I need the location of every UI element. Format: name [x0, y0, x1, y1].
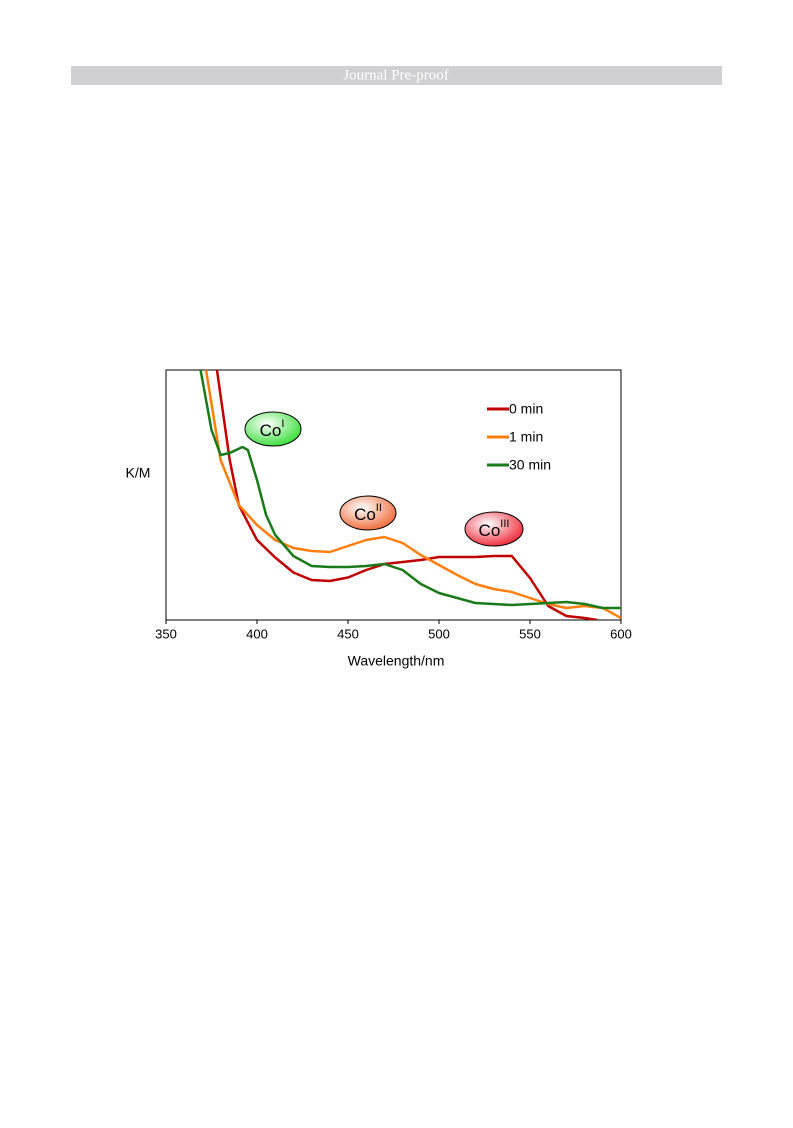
x-tick-label: 450	[337, 626, 359, 641]
annotation-sup: II	[376, 502, 382, 514]
annotation-sup: III	[500, 518, 509, 530]
x-tick-label: 400	[246, 626, 268, 641]
annotation-label: Co	[260, 421, 282, 440]
x-tick-label: 500	[428, 626, 450, 641]
series-line	[215, 370, 598, 620]
annotation: CoII	[339, 495, 397, 531]
annotation-sup: I	[281, 418, 284, 430]
x-axis-label: Wavelength/nm	[348, 653, 445, 669]
series-line	[204, 370, 621, 620]
plot-frame	[165, 369, 622, 621]
annotation: CoI	[244, 411, 302, 447]
header-bar	[71, 66, 722, 85]
x-tick-label: 600	[610, 626, 632, 641]
annotation-bubble	[464, 511, 524, 547]
plot-area	[199, 370, 621, 620]
header-title: Journal Pre-proof	[343, 67, 448, 83]
y-axis-label: K/M	[126, 465, 151, 481]
legend-label: 30 min	[509, 457, 551, 473]
annotation-label: Co	[479, 521, 501, 540]
annotation-text: CoII	[354, 502, 382, 525]
x-tick-label: 550	[519, 626, 541, 641]
series-line	[199, 370, 621, 610]
x-tick-label: 350	[155, 626, 177, 641]
annotation-text: CoIII	[479, 518, 510, 541]
annotation: CoIII	[464, 511, 524, 547]
annotation-bubble	[244, 411, 302, 447]
legend-label: 0 min	[509, 401, 543, 417]
annotation-bubble	[339, 495, 397, 531]
legend-label: 1 min	[509, 429, 543, 445]
annotation-text: CoI	[260, 418, 285, 441]
annotation-label: Co	[354, 505, 376, 524]
